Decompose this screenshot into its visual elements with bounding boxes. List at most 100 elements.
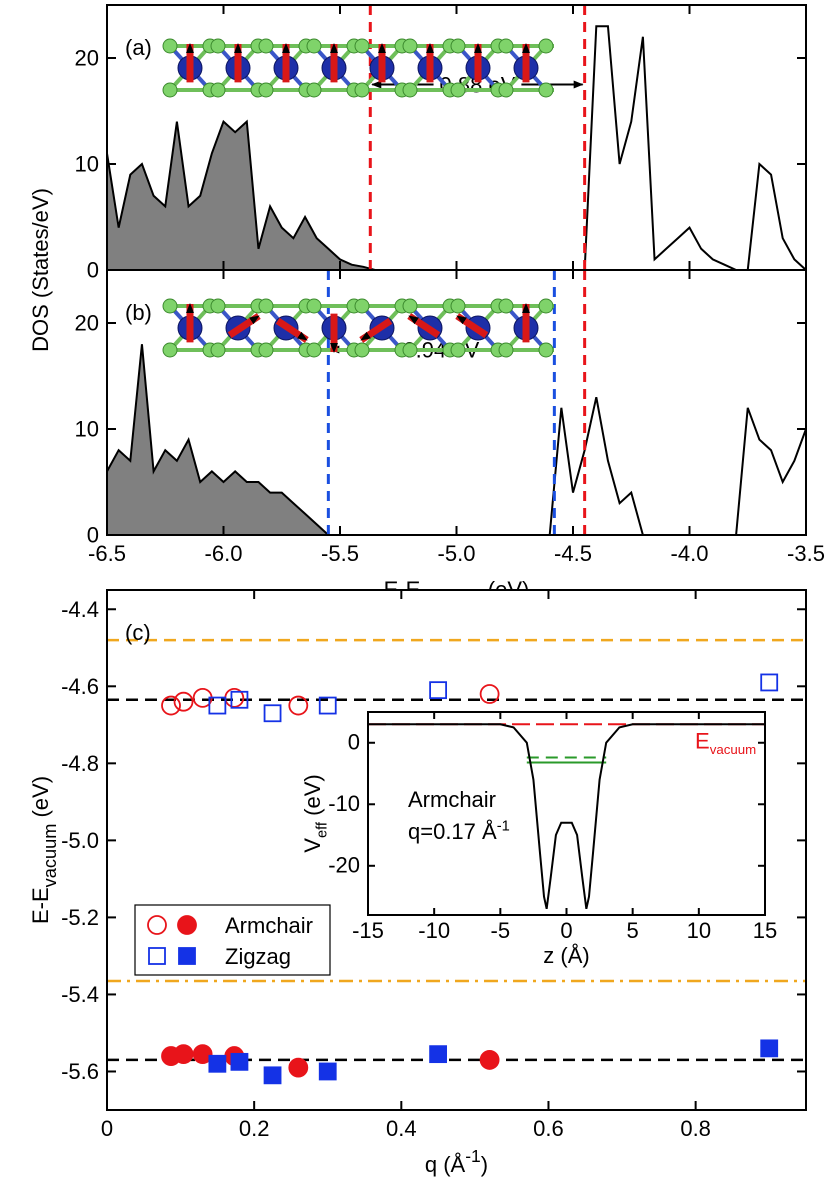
atom-green	[354, 298, 370, 314]
atom-green	[498, 38, 514, 54]
panel-label: (a)	[125, 35, 152, 60]
y-tick-label: -20	[328, 852, 360, 877]
x-tick-label: -3.5	[787, 541, 825, 566]
x-tick-label: 10	[687, 918, 711, 943]
legend-label: Zigzag	[225, 944, 291, 969]
y-axis-label-sub: eff	[314, 821, 330, 838]
x-tick-label: 0.2	[239, 1116, 270, 1141]
marker	[760, 673, 779, 692]
legend-marker	[177, 915, 197, 935]
x-tick-label: 0	[101, 1116, 113, 1141]
annotation: q=0.17 Å-1	[408, 819, 510, 844]
x-tick-label: 0.6	[533, 1116, 564, 1141]
marker	[173, 1044, 194, 1065]
atom-green	[258, 38, 274, 54]
atom-green	[258, 82, 274, 98]
atom-green	[354, 38, 370, 54]
atom-green	[354, 342, 370, 358]
marker	[263, 1066, 282, 1085]
structure-illustration	[162, 38, 554, 98]
spin-arrow	[359, 317, 393, 343]
x-axis-label-sup: -1	[465, 1146, 481, 1166]
atom-green	[538, 82, 554, 98]
marker	[318, 696, 337, 715]
x-axis-label-text: q (Å	[425, 1152, 466, 1177]
atom-green	[210, 82, 226, 98]
y-tick-label: 0	[348, 729, 360, 754]
legend-marker	[178, 947, 196, 965]
atom-green	[498, 342, 514, 358]
atom-green	[450, 82, 466, 98]
x-tick-label: -4.0	[671, 541, 709, 566]
y-axis-label-text: E-E	[28, 887, 53, 924]
atom-green	[450, 298, 466, 314]
x-axis-label-end: )	[481, 1152, 488, 1177]
marker	[173, 691, 194, 712]
occupied-fill	[107, 344, 329, 535]
atom-green	[210, 298, 226, 314]
atom-green	[258, 342, 274, 358]
atom-green	[258, 298, 274, 314]
marker	[429, 1045, 448, 1064]
x-tick-label: 15	[753, 918, 777, 943]
x-tick-label: -5.5	[321, 541, 359, 566]
y-tick-label: -4.4	[61, 597, 99, 622]
atom-green	[450, 38, 466, 54]
marker	[479, 684, 500, 704]
frame	[106, 589, 807, 1111]
legend-label: Armchair	[225, 913, 313, 938]
reference-label-sub: vacuum	[710, 742, 757, 757]
y-tick-label: 20	[75, 46, 99, 71]
marker	[429, 681, 448, 700]
annotation-sup: -1	[497, 819, 510, 835]
y-axis-label-sub: vacuum	[40, 824, 60, 888]
atom-green	[306, 298, 322, 314]
marker	[760, 1039, 779, 1058]
marker	[288, 1057, 309, 1078]
plot-area	[368, 712, 765, 915]
annotation: Armchair	[408, 787, 496, 812]
atom-green	[538, 298, 554, 314]
marker	[230, 690, 249, 709]
x-axis-label: q (Å-1)	[425, 1146, 488, 1177]
x-tick-label: -15	[352, 918, 384, 943]
atom-green	[498, 82, 514, 98]
y-tick-label: -5.4	[61, 982, 99, 1007]
y-tick-label: -10	[328, 791, 360, 816]
marker	[161, 695, 181, 716]
y-tick-label: -5.2	[61, 905, 99, 930]
atom-green	[210, 38, 226, 54]
spin-arrow	[275, 317, 309, 343]
x-tick-label: 0.4	[386, 1116, 417, 1141]
y-axis-label-end: (eV)	[28, 776, 53, 824]
x-tick-label: -4.5	[554, 541, 592, 566]
x-tick-label: -6.5	[88, 541, 126, 566]
atom-green	[306, 38, 322, 54]
marker	[263, 704, 282, 723]
atom-green	[162, 82, 178, 98]
y-tick-label: 0	[87, 523, 99, 548]
y-axis-label: Veff (eV)	[300, 774, 330, 852]
y-axis-label-text: V	[300, 838, 325, 853]
structure-illustration	[162, 298, 554, 358]
x-tick-label: -5	[491, 918, 511, 943]
atom-green	[402, 38, 418, 54]
atom-green	[402, 298, 418, 314]
atom-green	[354, 82, 370, 98]
y-tick-label: 10	[75, 417, 99, 442]
y-tick-label: -5.0	[61, 828, 99, 853]
spin-arrow	[407, 313, 441, 339]
x-tick-label: 0	[560, 918, 572, 943]
atom-green	[402, 82, 418, 98]
atom-green	[450, 342, 466, 358]
atom-green	[162, 342, 178, 358]
y-tick-label: 0	[87, 258, 99, 283]
x-tick-label: 5	[627, 918, 639, 943]
atom-green	[210, 342, 226, 358]
x-tick-label: -6.0	[205, 541, 243, 566]
atom-green	[538, 38, 554, 54]
atom-green	[306, 82, 322, 98]
legend-marker	[148, 947, 166, 965]
marker	[192, 1044, 213, 1065]
